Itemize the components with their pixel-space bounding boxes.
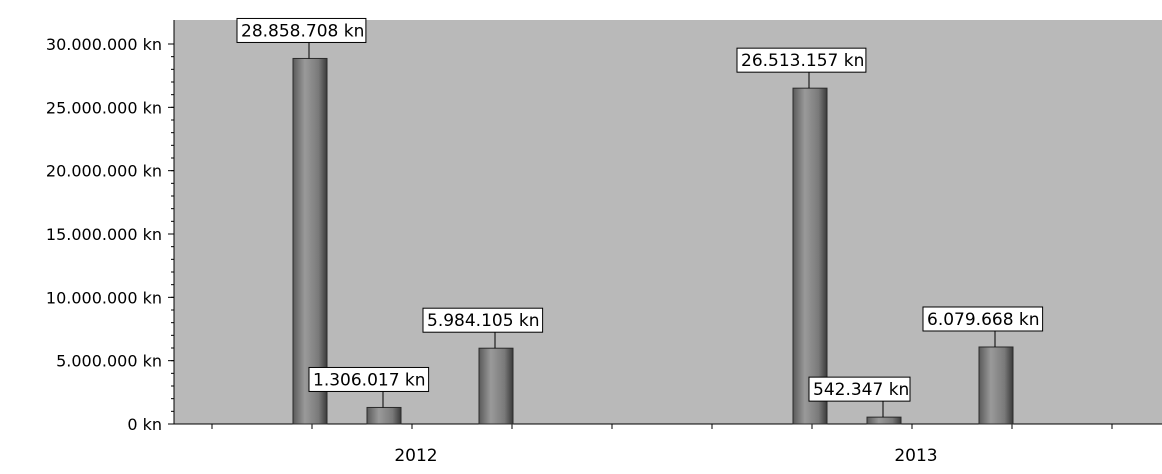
- bar: [478, 347, 514, 425]
- data-label-text: 28.858.708 kn: [241, 21, 364, 41]
- data-label-box: [236, 17, 367, 43]
- bar: [978, 346, 1014, 425]
- data-label-text: 542.347 kn: [813, 380, 909, 400]
- x-tick-label: 2012: [394, 446, 437, 466]
- data-label-text: 5.984.105 kn: [427, 311, 540, 331]
- data-label-text: 1.306.017 kn: [313, 370, 426, 390]
- data-label: 26.513.157 kn: [736, 47, 867, 89]
- data-label: 6.079.668 kn: [922, 306, 1044, 347]
- data-label: 542.347 kn: [808, 376, 911, 418]
- y-tick-label: 15.000.000 kn: [46, 225, 162, 244]
- y-tick-label: 5.000.000 kn: [56, 352, 162, 371]
- x-tick-label: 2013: [894, 446, 937, 466]
- data-label-box: [922, 306, 1044, 332]
- data-label: 5.984.105 kn: [422, 307, 544, 349]
- bar: [366, 406, 402, 425]
- data-label-box: [808, 376, 911, 402]
- bar: [292, 57, 328, 425]
- data-label-text: 26.513.157 kn: [741, 51, 864, 71]
- bar: [866, 416, 902, 425]
- y-tick-label: 0 kn: [127, 415, 162, 434]
- y-tick-label: 25.000.000 kn: [46, 98, 162, 117]
- data-label-text: 6.079.668 kn: [927, 310, 1040, 330]
- y-tick-label: 30.000.000 kn: [46, 35, 162, 54]
- y-tick-label: 10.000.000 kn: [46, 288, 162, 307]
- data-label-box: [422, 307, 544, 333]
- data-label-box: [736, 47, 867, 73]
- y-tick-label: 20.000.000 kn: [46, 162, 162, 181]
- bar: [792, 87, 828, 425]
- data-label: 28.858.708 kn: [236, 17, 367, 59]
- data-label-box: [308, 366, 430, 392]
- data-label: 1.306.017 kn: [308, 366, 430, 408]
